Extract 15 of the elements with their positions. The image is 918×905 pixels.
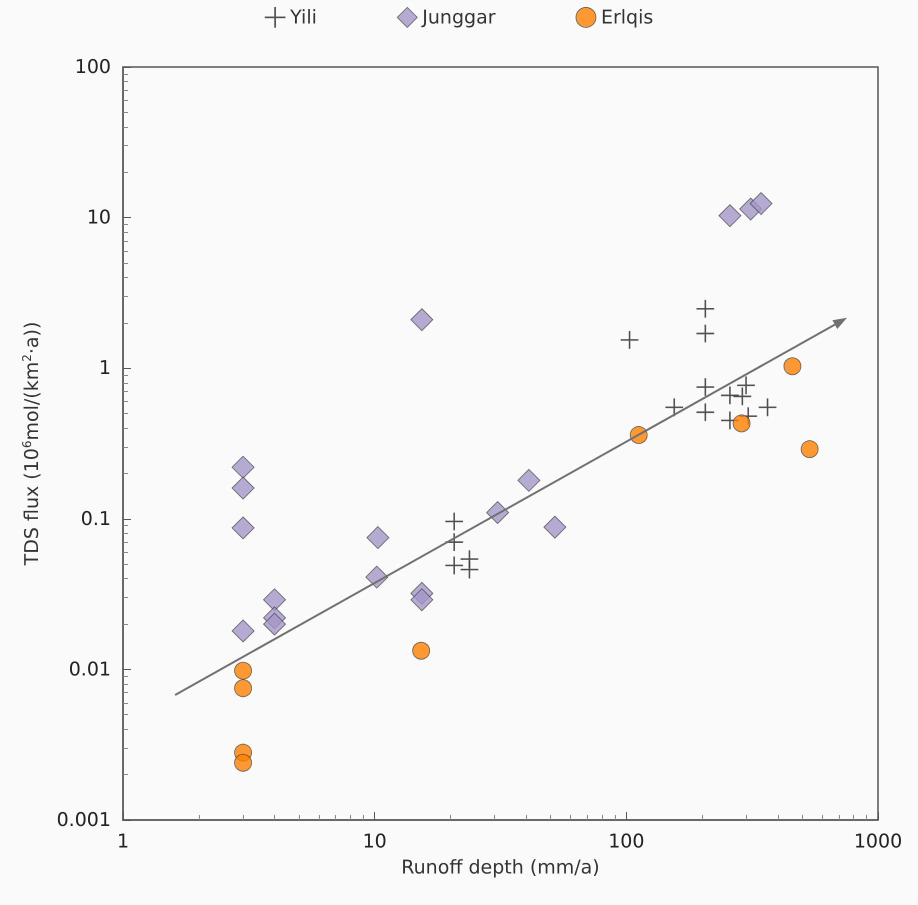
legend-label: Junggar [421, 6, 496, 28]
y-tick-label: 0.001 [56, 809, 111, 831]
y-tick-label: 10 [86, 206, 111, 229]
x-tick-label: 1 [116, 830, 130, 852]
x-tick-label: 1000 [854, 830, 902, 852]
x-tick-label: 10 [362, 830, 387, 852]
legend-label: Erlqis [600, 6, 654, 28]
y-tick-label: 100 [74, 56, 111, 78]
legend-label: Yili [289, 6, 317, 28]
y-tick-label: 1 [98, 357, 111, 380]
x-axis-title: Runoff depth (mm/a) [401, 856, 600, 878]
y-tick-label: 0.01 [68, 658, 111, 680]
y-axis-title: TDS flux (106mol/(km2·a)) [20, 322, 43, 566]
y-tick-label: 0.1 [80, 508, 111, 530]
x-tick-label: 100 [608, 830, 644, 852]
